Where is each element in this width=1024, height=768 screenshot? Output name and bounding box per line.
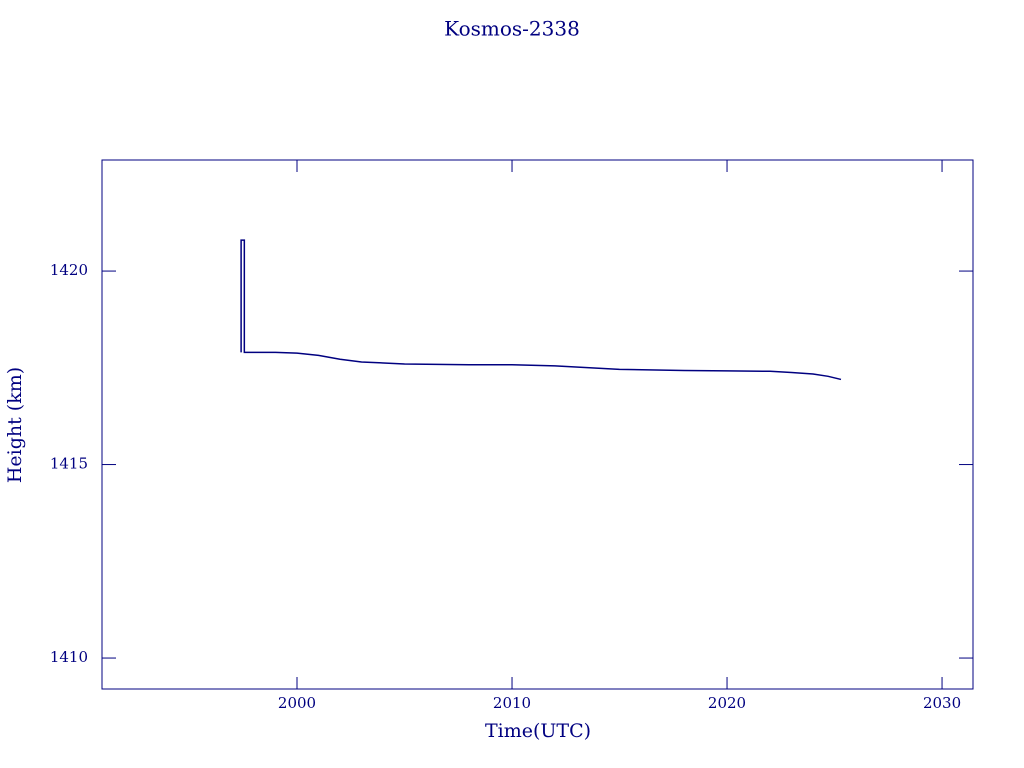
y-tick-label: 1420 (50, 261, 88, 279)
x-tick-label: 2010 (493, 694, 531, 712)
x-tick-label: 2000 (278, 694, 316, 712)
chart-title: Kosmos-2338 (444, 17, 580, 41)
y-tick-label: 1415 (50, 455, 88, 473)
plot-frame (101, 159, 974, 690)
x-tick-label: 2020 (708, 694, 746, 712)
line-series (240, 239, 842, 381)
x-tick-label: 2030 (923, 694, 961, 712)
y-axis-label: Height (km) (4, 367, 26, 483)
y-tick-label: 1410 (50, 648, 88, 666)
x-axis-label: Time(UTC) (485, 720, 591, 742)
